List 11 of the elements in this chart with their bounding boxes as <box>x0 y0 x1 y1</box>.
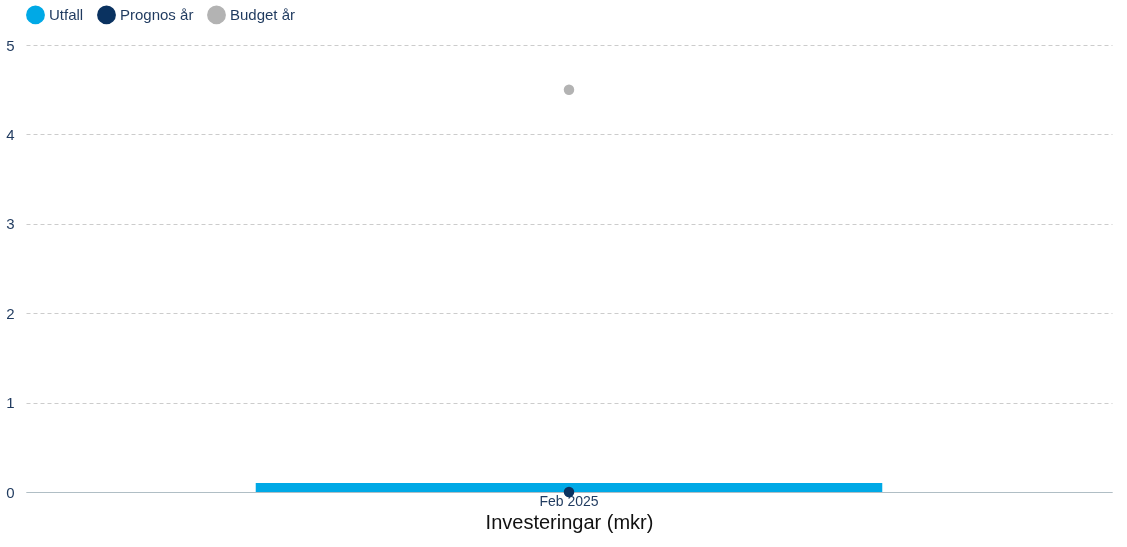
x-tick-label: Feb 2025 <box>539 492 599 509</box>
y-tick-label: 0 <box>6 483 15 501</box>
legend-label: Prognos år <box>120 5 194 23</box>
y-tick-label: 4 <box>6 125 15 143</box>
x-axis-title: Investeringar (mkr) <box>485 510 654 533</box>
legend-label: Budget år <box>230 5 296 23</box>
legend-label: Utfall <box>49 5 84 23</box>
y-tick-label: 3 <box>6 215 15 233</box>
y-tick-label: 2 <box>6 304 15 322</box>
y-tick-label: 1 <box>6 394 15 412</box>
y-tick-label: 5 <box>6 36 15 54</box>
